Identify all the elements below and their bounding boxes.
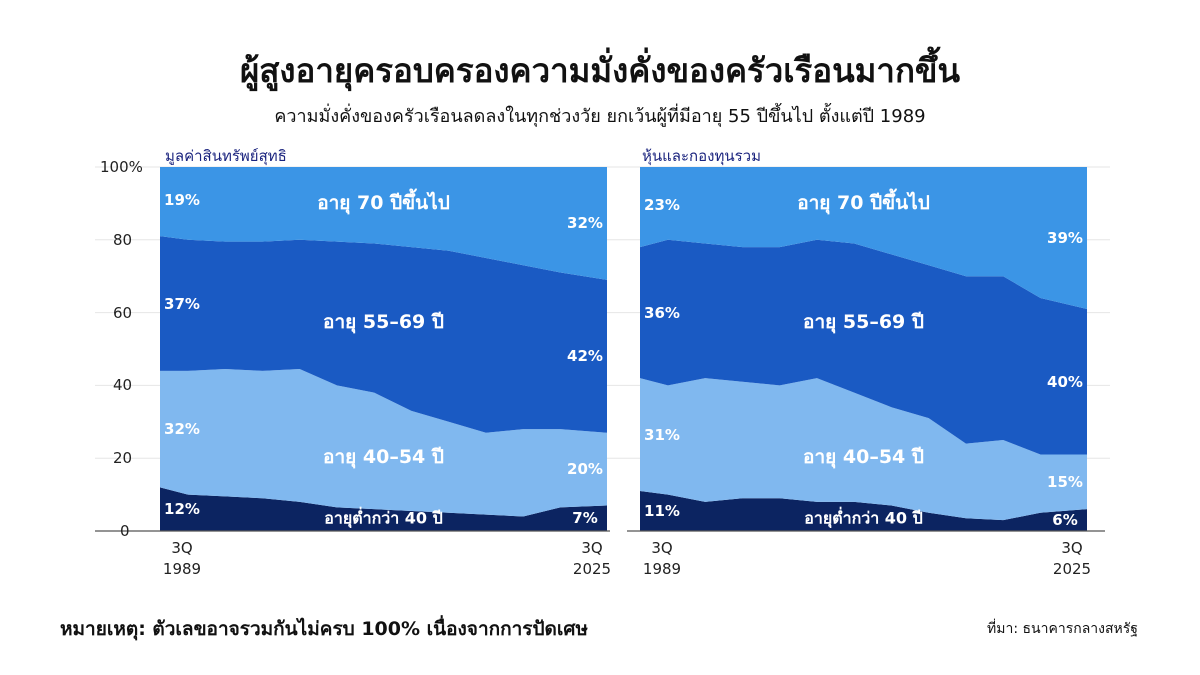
y-tick-label: 20 xyxy=(113,449,133,468)
area-age-40-54 xyxy=(640,378,1087,521)
start-value-label: 32% xyxy=(164,420,200,439)
x-tick-label: 3Q 2025 xyxy=(573,538,611,580)
series-label: อายุ 40–54 ปี xyxy=(803,446,924,468)
footnote: หมายเหตุ: ตัวเลขอาจรวมกันไม่ครบ 100% เนื… xyxy=(60,618,588,640)
start-value-label: 37% xyxy=(164,294,200,313)
end-value-label: 20% xyxy=(567,460,603,479)
series-label: อายุต่ำกว่า 40 ปี xyxy=(324,508,443,528)
end-value-label: 6% xyxy=(1052,511,1078,530)
series-label: อายุ 70 ปีขึ้นไป xyxy=(317,192,450,214)
area-age-55-69 xyxy=(640,239,1087,455)
x-tick-year: 2025 xyxy=(1052,560,1092,578)
end-value-label: 39% xyxy=(1047,228,1083,247)
end-value-label: 15% xyxy=(1047,472,1083,491)
area-age-70-plus xyxy=(160,167,607,280)
area-age-40-54 xyxy=(160,369,607,517)
end-value-label: 42% xyxy=(567,347,603,366)
chart-subtitle: ความมั่งคั่งของครัวเรือนลดลงในทุกช่วงวัย… xyxy=(274,106,926,127)
x-tick-quarter: 3Q xyxy=(1061,539,1083,557)
y-tick-label: 60 xyxy=(113,303,133,322)
area-age-under-40 xyxy=(640,490,1087,531)
area-age-55-69 xyxy=(160,236,607,433)
series-label: อายุ 70 ปีขึ้นไป xyxy=(797,192,930,214)
start-value-label: 23% xyxy=(644,196,680,215)
start-value-label: 19% xyxy=(164,190,200,209)
x-tick-label: 3Q 1989 xyxy=(643,538,681,580)
x-tick-quarter: 3Q xyxy=(651,539,673,557)
y-tick-label: 80 xyxy=(113,230,133,249)
y-tick-label: 100% xyxy=(100,158,143,176)
series-label: อายุ 40–54 ปี xyxy=(323,446,444,468)
panel-title-net-worth: มูลค่าสินทรัพย์สุทธิ xyxy=(165,147,287,165)
x-tick-year: 1989 xyxy=(162,560,202,578)
end-value-label: 32% xyxy=(567,214,603,233)
x-tick-year: 1989 xyxy=(642,560,682,578)
y-tick-label: 40 xyxy=(113,376,133,395)
start-value-label: 31% xyxy=(644,425,680,444)
series-label: อายุ 55–69 ปี xyxy=(323,311,444,333)
x-tick-quarter: 3Q xyxy=(171,539,193,557)
source: ที่มา: ธนาคารกลางสหรัฐ xyxy=(987,621,1138,637)
end-value-label: 7% xyxy=(572,509,598,528)
end-value-label: 40% xyxy=(1047,372,1083,391)
start-value-label: 11% xyxy=(644,501,680,520)
panel-title-stocks-funds: หุ้นและกองทุนรวม xyxy=(642,147,761,165)
start-value-label: 36% xyxy=(644,303,680,322)
chart-title: ผู้สูงอายุครอบครองความมั่งคั่งของครัวเรื… xyxy=(239,51,961,90)
area-age-70-plus xyxy=(640,167,1087,309)
start-value-label: 12% xyxy=(164,500,200,519)
x-tick-quarter: 3Q xyxy=(581,539,603,557)
series-label: อายุต่ำกว่า 40 ปี xyxy=(804,508,923,528)
x-tick-year: 2025 xyxy=(572,560,612,578)
x-tick-label: 3Q 2025 xyxy=(1053,538,1091,580)
x-tick-label: 3Q 1989 xyxy=(163,538,201,580)
area-age-under-40 xyxy=(160,487,607,531)
y-tick-label: 0 xyxy=(120,522,130,540)
series-label: อายุ 55–69 ปี xyxy=(803,311,924,333)
